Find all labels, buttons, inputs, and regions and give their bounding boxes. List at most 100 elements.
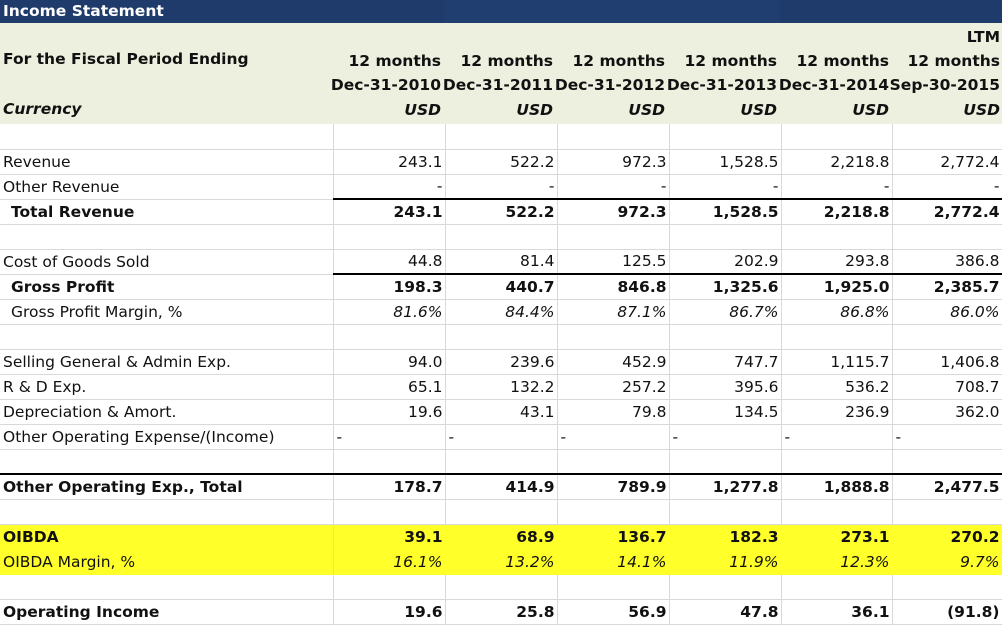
cell-value[interactable]: 972.3 [557,198,670,225]
cell-value[interactable] [892,499,1002,525]
cell-value[interactable]: 132.2 [445,374,558,400]
cell-value[interactable] [781,449,893,475]
cell-value[interactable]: 386.8 [892,249,1002,275]
cell-value[interactable] [557,224,670,250]
cell-value[interactable]: (91.8) [892,599,1002,625]
cell-value[interactable]: 2,218.8 [781,198,893,225]
cell-value[interactable]: 12.3% [781,549,893,575]
cell-value[interactable]: 47.8 [669,599,782,625]
cell-value[interactable]: 270.2 [892,524,1002,550]
cell-value[interactable] [892,324,1002,350]
row-label[interactable]: Total Revenue [0,199,334,225]
cell-value[interactable]: 522.2 [445,198,558,225]
cell-value[interactable]: - [669,424,782,450]
row-label[interactable] [0,499,334,525]
cell-value[interactable]: 16.1% [333,549,446,575]
cell-value[interactable] [669,574,782,600]
cell-value[interactable]: - [333,424,446,450]
cell-value[interactable]: 81.6% [333,299,446,325]
row-label[interactable]: Revenue [0,149,334,175]
cell-value[interactable]: 134.5 [669,399,782,425]
cell-value[interactable]: - [445,424,558,450]
cell-value[interactable] [892,224,1002,250]
cell-value[interactable]: 236.9 [781,399,893,425]
row-label[interactable]: Depreciation & Amort. [0,399,334,425]
cell-value[interactable]: 13.2% [445,549,558,575]
column-header-6[interactable]: LTM 12 months Sep-30-2015 USD [888,25,1000,122]
cell-value[interactable]: - [557,174,670,200]
cell-value[interactable]: 243.1 [333,149,446,175]
cell-value[interactable]: 789.9 [557,473,670,500]
row-label[interactable]: Gross Profit Margin, % [0,299,334,325]
cell-value[interactable] [781,324,893,350]
cell-value[interactable]: 68.9 [445,524,558,550]
row-label[interactable] [0,574,334,600]
column-header-3[interactable]: 12 months Dec-31-2012 USD [553,25,665,122]
cell-value[interactable]: 87.1% [557,299,670,325]
column-header-4[interactable]: 12 months Dec-31-2013 USD [665,25,777,122]
column-header-5[interactable]: 12 months Dec-31-2014 USD [777,25,889,122]
cell-value[interactable] [445,499,558,525]
cell-value[interactable]: 747.7 [669,349,782,375]
cell-value[interactable]: 44.8 [333,249,446,275]
cell-value[interactable]: 536.2 [781,374,893,400]
cell-value[interactable] [333,574,446,600]
cell-value[interactable]: 2,772.4 [892,198,1002,225]
row-label[interactable]: OIBDA [0,524,334,550]
cell-value[interactable]: 94.0 [333,349,446,375]
row-label[interactable] [0,324,334,350]
row-label[interactable]: Cost of Goods Sold [0,249,334,275]
cell-value[interactable] [892,124,1002,150]
cell-value[interactable]: 362.0 [892,399,1002,425]
cell-value[interactable]: - [445,174,558,200]
cell-value[interactable]: 2,218.8 [781,149,893,175]
cell-value[interactable]: 36.1 [781,599,893,625]
cell-value[interactable]: - [892,424,1002,450]
cell-value[interactable]: 136.7 [557,524,670,550]
row-label[interactable]: Gross Profit [0,274,334,300]
cell-value[interactable] [557,124,670,150]
row-label[interactable]: Other Operating Exp., Total [0,473,334,500]
cell-value[interactable] [781,124,893,150]
cell-value[interactable] [333,224,446,250]
cell-value[interactable] [333,124,446,150]
cell-value[interactable]: 178.7 [333,473,446,500]
row-label[interactable]: Operating Income [0,599,334,625]
cell-value[interactable]: 79.8 [557,399,670,425]
cell-value[interactable] [669,124,782,150]
cell-value[interactable]: 65.1 [333,374,446,400]
cell-value[interactable] [892,449,1002,475]
cell-value[interactable] [445,124,558,150]
cell-value[interactable]: 2,772.4 [892,149,1002,175]
cell-value[interactable] [557,499,670,525]
cell-value[interactable] [333,449,446,475]
cell-value[interactable]: 452.9 [557,349,670,375]
cell-value[interactable]: - [333,174,446,200]
cell-value[interactable]: 182.3 [669,524,782,550]
cell-value[interactable] [781,499,893,525]
cell-value[interactable]: 11.9% [669,549,782,575]
cell-value[interactable] [669,324,782,350]
cell-value[interactable]: 1,115.7 [781,349,893,375]
cell-value[interactable]: 972.3 [557,149,670,175]
cell-value[interactable] [669,449,782,475]
cell-value[interactable] [892,574,1002,600]
cell-value[interactable]: 84.4% [445,299,558,325]
cell-value[interactable]: 86.7% [669,299,782,325]
column-header-2[interactable]: 12 months Dec-31-2011 USD [441,25,553,122]
cell-value[interactable] [333,324,446,350]
cell-value[interactable]: 273.1 [781,524,893,550]
header-block[interactable]: For the Fiscal Period Ending Currency 12… [0,23,1002,124]
row-label[interactable] [0,124,334,150]
row-label[interactable]: Other Operating Expense/(Income) [0,424,334,450]
cell-value[interactable] [557,324,670,350]
cell-value[interactable]: 25.8 [445,599,558,625]
cell-value[interactable]: 293.8 [781,249,893,275]
cell-value[interactable]: 19.6 [333,399,446,425]
cell-value[interactable]: 708.7 [892,374,1002,400]
cell-value[interactable]: 125.5 [557,249,670,275]
cell-value[interactable] [445,574,558,600]
cell-value[interactable]: 14.1% [557,549,670,575]
row-label[interactable]: Other Revenue [0,174,334,200]
cell-value[interactable] [669,224,782,250]
